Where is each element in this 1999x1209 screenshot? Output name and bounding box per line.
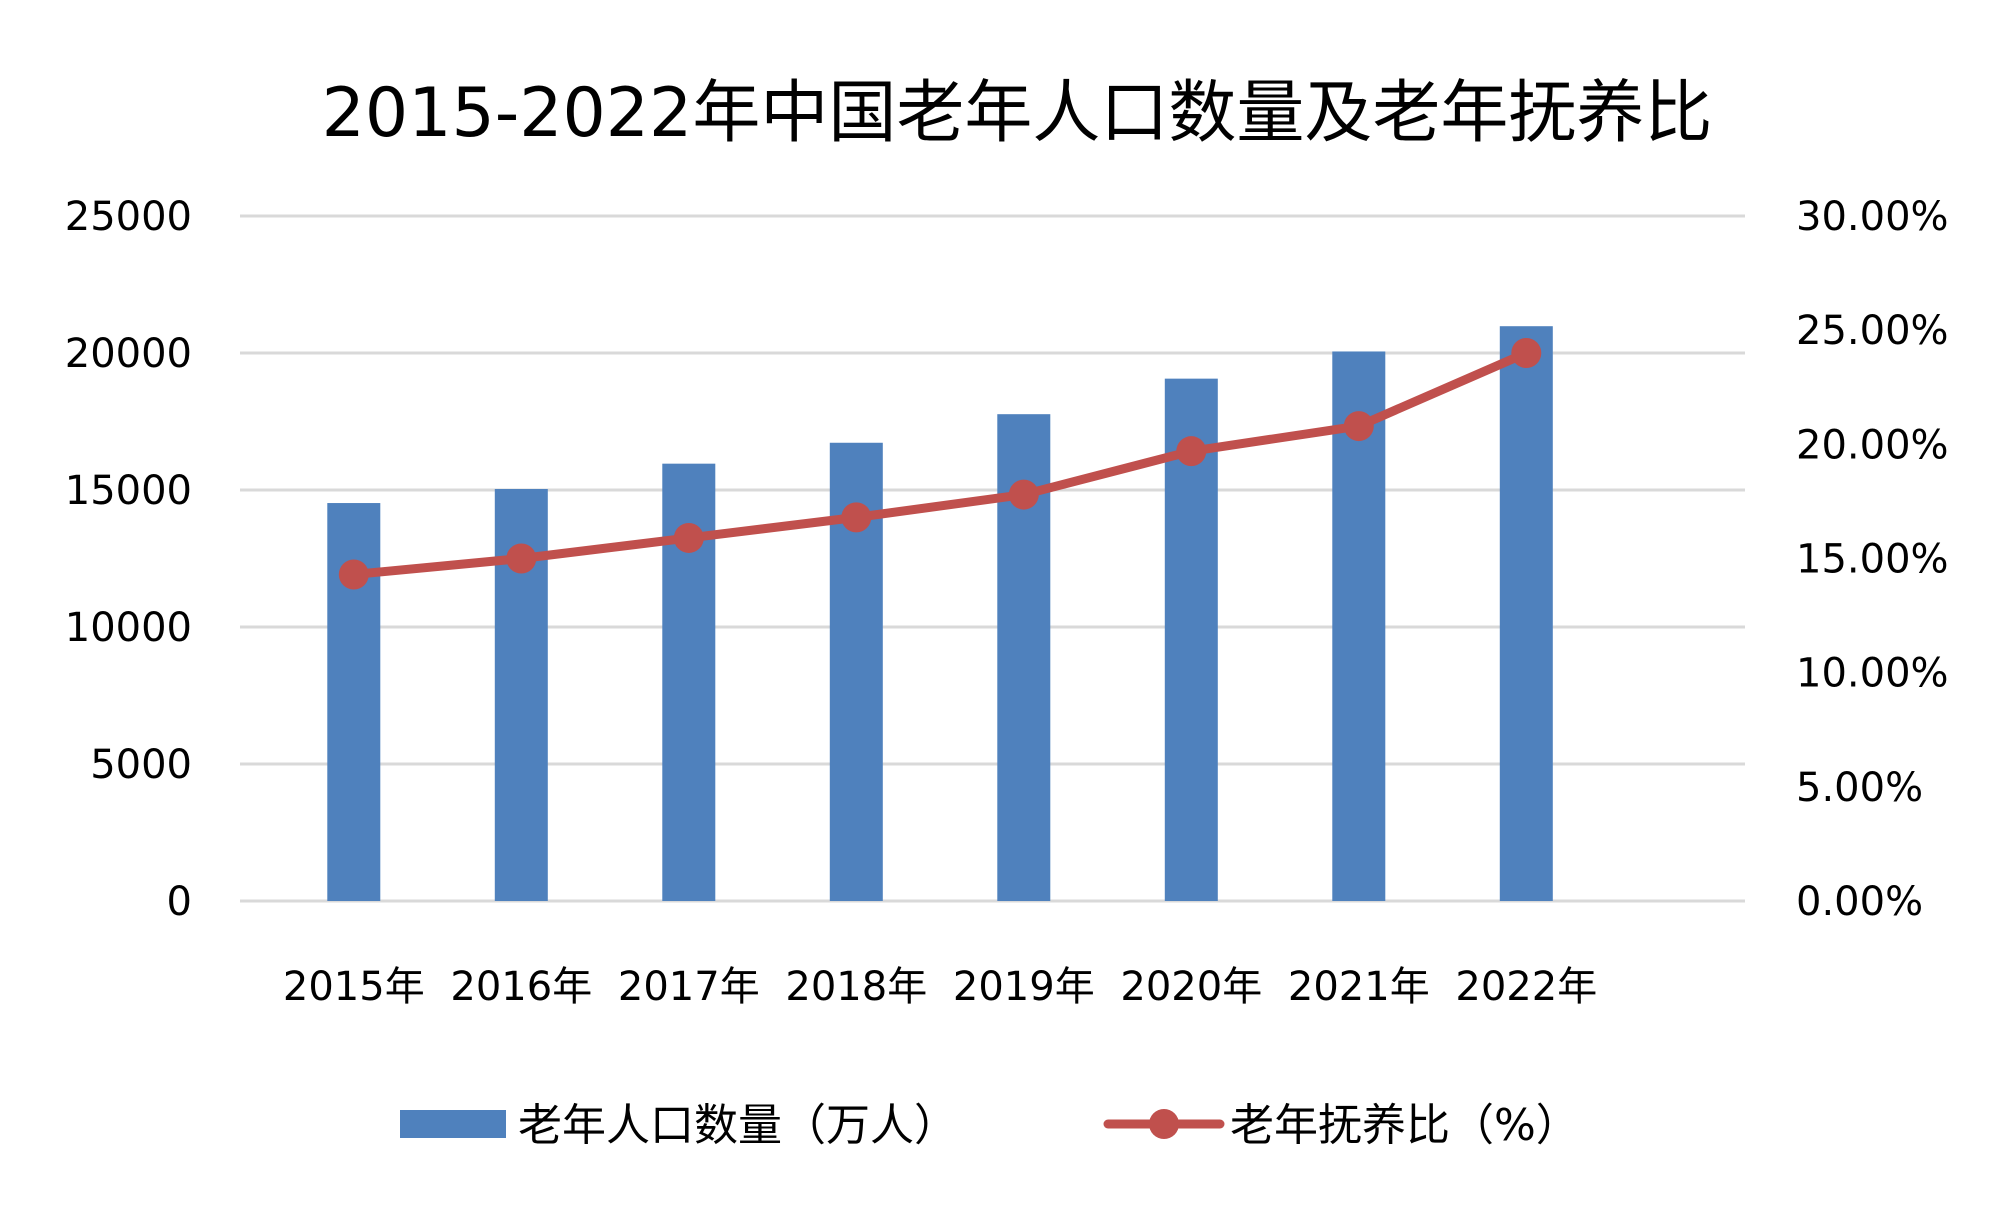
bar-series: [327, 326, 1553, 902]
right-axis-tick-label: 0.00%: [1796, 879, 1923, 925]
bar: [1499, 326, 1553, 902]
line-point: [506, 543, 537, 574]
legend-swatch-bar: [400, 1110, 506, 1138]
legend-swatch-marker: [1149, 1109, 1179, 1139]
x-axis-tick-label: 2020年: [1120, 964, 1262, 1010]
legend: 老年人口数量（万人） 老年抚养比（%）: [400, 1100, 1580, 1151]
left-axis-ticks: 0 5000 10000 15000 20000 25000: [65, 194, 192, 925]
series-line: [349, 348, 1531, 579]
left-axis-tick-label: 25000: [65, 194, 192, 240]
x-axis-tick-label: 2021年: [1288, 964, 1430, 1010]
right-axis-tick-label: 15.00%: [1796, 537, 1949, 583]
x-axis-tick-label: 2017年: [618, 964, 760, 1010]
left-axis-tick-label: 15000: [65, 468, 192, 514]
line-series: [338, 338, 1542, 590]
legend-label-bar: 老年人口数量（万人）: [518, 1100, 958, 1151]
legend-label-line: 老年抚养比（%）: [1230, 1100, 1580, 1151]
x-axis-tick-label: 2015年: [283, 964, 425, 1010]
x-axis-ticks: 2015年 2016年 2017年 2018年 2019年 2020年 2021年 2022年: [283, 964, 1597, 1010]
right-axis-tick-label: 5.00%: [1796, 765, 1923, 811]
right-axis-ticks: 0.00% 5.00% 10.00% 15.00% 20.00% 25.00% 30.00%: [1796, 194, 1949, 925]
right-axis-tick-label: 10.00%: [1796, 651, 1949, 697]
line-point: [1008, 479, 1039, 510]
line-point: [1343, 411, 1374, 442]
left-axis-tick-label: 20000: [65, 331, 192, 377]
x-axis-tick-label: 2016年: [450, 964, 592, 1010]
x-axis-tick-label: 2022年: [1455, 964, 1597, 1010]
x-axis-tick-label: 2018年: [785, 964, 927, 1010]
left-axis-tick-label: 10000: [65, 605, 192, 651]
line-point: [338, 559, 369, 590]
right-axis-tick-label: 20.00%: [1796, 422, 1949, 468]
right-axis-tick-label: 25.00%: [1796, 308, 1949, 354]
left-axis-tick-label: 0: [167, 879, 192, 925]
line-point: [1176, 436, 1207, 467]
gridlines: [240, 214, 1745, 903]
line-point: [673, 522, 704, 553]
left-axis-tick-label: 5000: [90, 742, 192, 788]
bar: [1332, 351, 1386, 902]
x-axis-tick-label: 2019年: [953, 964, 1095, 1010]
line-point: [1511, 338, 1542, 368]
line-point: [841, 502, 872, 533]
right-axis-tick-label: 30.00%: [1796, 194, 1949, 240]
chart-title: 2015-2022年中国老年人口数量及老年抚养比: [322, 74, 1713, 153]
